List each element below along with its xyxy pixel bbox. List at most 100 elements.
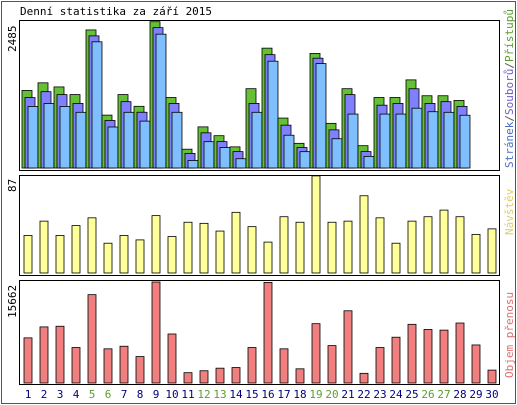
visits-bar bbox=[231, 211, 241, 274]
pages-bar bbox=[123, 111, 135, 169]
pages-bar bbox=[171, 111, 183, 169]
visits-bar bbox=[247, 226, 257, 274]
visits-bar bbox=[487, 228, 497, 274]
pages-bar bbox=[251, 111, 263, 169]
x-tick-label: 12 bbox=[197, 388, 210, 401]
pages-bar bbox=[139, 120, 151, 169]
visits-bar bbox=[295, 221, 305, 274]
traffic-bars bbox=[23, 281, 497, 384]
requests-ymax-label: 2485 bbox=[6, 26, 19, 53]
visits-panel bbox=[19, 175, 500, 276]
traffic-bar bbox=[279, 348, 289, 384]
x-tick-label: 8 bbox=[137, 388, 144, 401]
pages-bar bbox=[27, 106, 39, 169]
visits-bar bbox=[23, 235, 33, 274]
x-tick-label: 4 bbox=[73, 388, 80, 401]
traffic-bar bbox=[135, 356, 145, 384]
requests-bars bbox=[21, 21, 471, 169]
pages-bar bbox=[235, 158, 247, 169]
visits-bar bbox=[199, 222, 209, 274]
x-tick-label: 5 bbox=[89, 388, 96, 401]
x-tick-label: 20 bbox=[325, 388, 338, 401]
pages-bar bbox=[315, 63, 327, 169]
visits-bar bbox=[279, 216, 289, 274]
pages-bar bbox=[75, 111, 87, 169]
visits-bar bbox=[71, 225, 81, 274]
visits-bar bbox=[311, 175, 321, 274]
traffic-bar bbox=[263, 281, 273, 384]
pages-bar bbox=[59, 106, 71, 169]
traffic-bar bbox=[55, 325, 65, 384]
traffic-bar bbox=[183, 372, 193, 384]
traffic-legend-part: Objem přenosu bbox=[503, 292, 516, 378]
traffic-bar bbox=[391, 336, 401, 384]
pages-bar bbox=[187, 160, 199, 169]
x-tick-label: 28 bbox=[453, 388, 466, 401]
visits-bar bbox=[151, 215, 161, 274]
pages-bar bbox=[459, 114, 471, 169]
x-tick-label: 6 bbox=[105, 388, 112, 401]
visits-bar bbox=[167, 236, 177, 274]
pages-bar bbox=[219, 147, 231, 169]
x-tick-label: 18 bbox=[293, 388, 306, 401]
traffic-bar bbox=[423, 329, 433, 384]
visits-bar bbox=[87, 217, 97, 274]
visits-bar bbox=[135, 239, 145, 274]
visits-bar bbox=[183, 221, 193, 274]
requests-legend-part: Stránek bbox=[503, 121, 516, 168]
x-tick-label: 24 bbox=[389, 388, 403, 401]
pages-bar bbox=[443, 111, 455, 169]
traffic-ymax-label: 15662 bbox=[6, 285, 19, 318]
x-tick-label: 21 bbox=[341, 388, 354, 401]
pages-bar bbox=[363, 155, 375, 169]
visits-legend: Návštěv bbox=[503, 188, 516, 235]
x-tick-label: 1 bbox=[25, 388, 32, 401]
x-tick-label: 11 bbox=[181, 388, 194, 401]
x-tick-label: 3 bbox=[57, 388, 64, 401]
traffic-bar bbox=[199, 370, 209, 384]
pages-bar bbox=[411, 107, 423, 169]
visits-bar bbox=[471, 233, 481, 274]
pages-bar bbox=[107, 126, 119, 169]
visits-bar bbox=[263, 241, 273, 274]
x-tick-label: 10 bbox=[165, 388, 178, 401]
visits-bars bbox=[23, 175, 497, 274]
traffic-bar bbox=[487, 369, 497, 384]
traffic-bar bbox=[327, 345, 337, 384]
requests-legend: Stránek/Souborů/Přístupů bbox=[503, 9, 516, 168]
traffic-bar bbox=[103, 348, 113, 384]
traffic-bar bbox=[119, 345, 129, 384]
requests-legend-part: / bbox=[503, 62, 516, 69]
visits-bar bbox=[391, 242, 401, 274]
traffic-bar bbox=[247, 347, 257, 384]
x-tick-label: 23 bbox=[373, 388, 386, 401]
pages-bar bbox=[155, 33, 167, 169]
visits-bar bbox=[103, 242, 113, 274]
traffic-bar bbox=[231, 367, 241, 384]
pages-bar bbox=[395, 113, 407, 169]
x-axis-labels: 1 2 3 4 5 6 7 8 9 10 11 12 13 14 15 16 17 18 19 20 21 22 23 24 2… bbox=[25, 388, 499, 401]
traffic-bar bbox=[151, 281, 161, 384]
visits-bar bbox=[455, 216, 465, 274]
traffic-bar bbox=[455, 322, 465, 384]
traffic-panel bbox=[19, 280, 500, 385]
pages-bar bbox=[299, 151, 311, 169]
visits-bar bbox=[327, 221, 337, 274]
x-tick-label: 7 bbox=[121, 388, 128, 401]
visits-ymax-label: 87 bbox=[6, 179, 19, 192]
x-tick-label: 9 bbox=[153, 388, 160, 401]
x-tick-label: 16 bbox=[261, 388, 274, 401]
visits-bar bbox=[55, 235, 65, 274]
x-tick-label: 22 bbox=[357, 388, 370, 401]
pages-bar bbox=[379, 113, 391, 169]
x-tick-label: 13 bbox=[213, 388, 226, 401]
traffic-bar bbox=[23, 337, 33, 384]
visits-bar bbox=[359, 195, 369, 274]
traffic-bar bbox=[343, 310, 353, 384]
traffic-bar bbox=[71, 347, 81, 384]
requests-legend-part: Přístupů bbox=[503, 9, 516, 62]
x-tick-label: 19 bbox=[309, 388, 322, 401]
traffic-bar bbox=[359, 372, 369, 384]
